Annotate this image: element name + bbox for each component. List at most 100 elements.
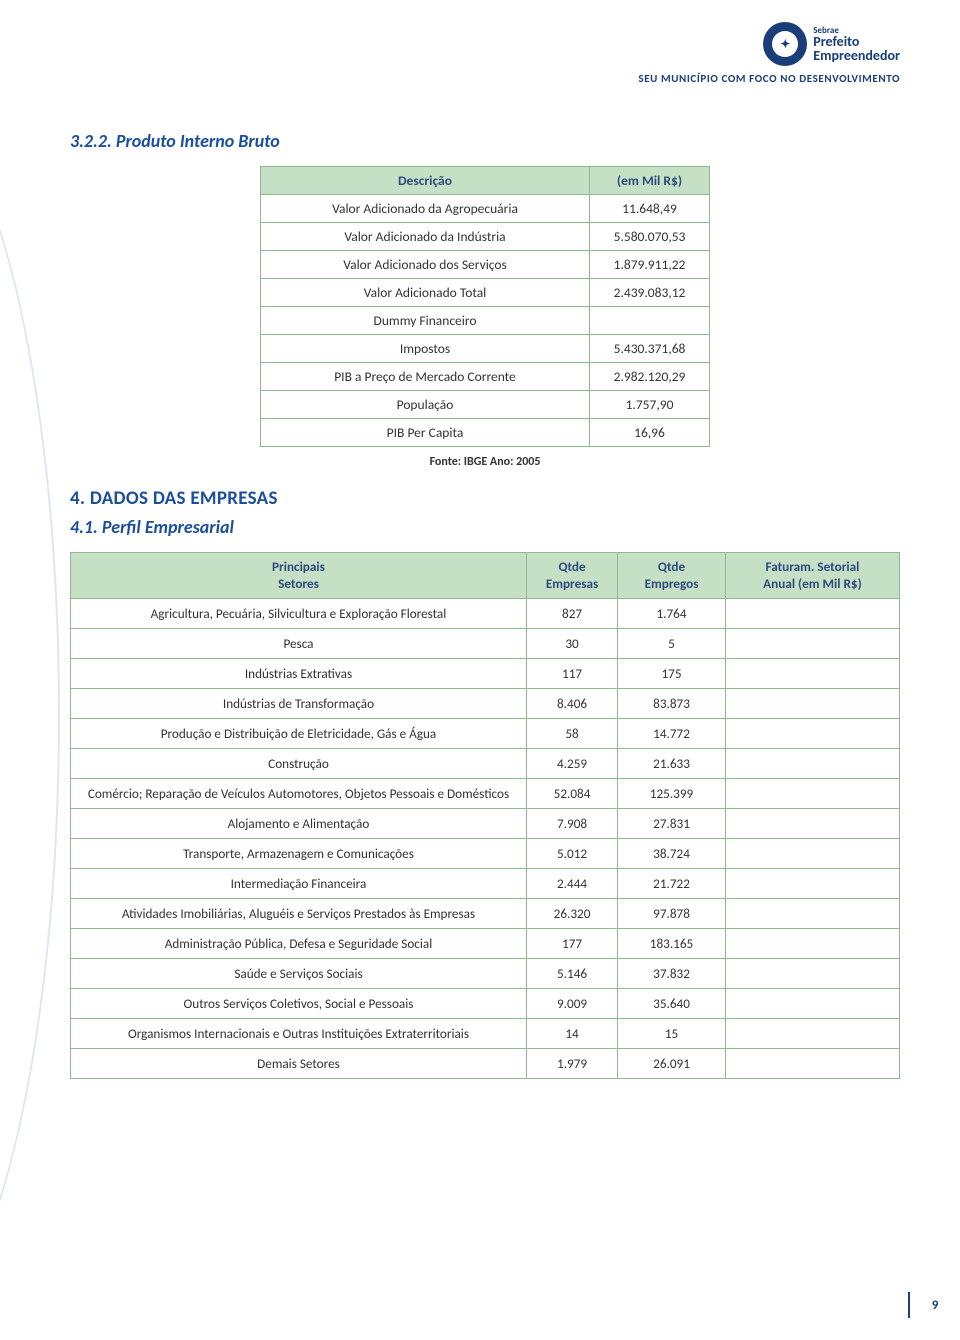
- pib-val: [590, 307, 710, 335]
- emp-qtde-empregos: 21.722: [618, 869, 726, 899]
- emp-sector: Indústrias de Transformação: [71, 689, 527, 719]
- table-row: Impostos5.430.371,68: [261, 335, 710, 363]
- pib-val: 5.430.371,68: [590, 335, 710, 363]
- emp-faturamento: [725, 869, 899, 899]
- section-heading-pib: 3.2.2. Produto Interno Bruto: [70, 130, 900, 152]
- table-row: Saúde e Serviços Sociais5.14637.832: [71, 959, 900, 989]
- emp-sector: Pesca: [71, 629, 527, 659]
- emp-faturamento: [725, 1019, 899, 1049]
- pib-col-desc: Descrição: [261, 167, 590, 195]
- emp-faturamento: [725, 779, 899, 809]
- table-row: Valor Adicionado da Indústria5.580.070,5…: [261, 223, 710, 251]
- emp-faturamento: [725, 809, 899, 839]
- emp-faturamento: [725, 629, 899, 659]
- table-row: Agricultura, Pecuária, Silvicultura e Ex…: [71, 599, 900, 629]
- emp-qtde-empresas: 26.320: [526, 899, 617, 929]
- emp-qtde-empregos: 183.165: [618, 929, 726, 959]
- table-row: PIB a Preço de Mercado Corrente2.982.120…: [261, 363, 710, 391]
- pib-desc: Valor Adicionado da Indústria: [261, 223, 590, 251]
- emp-qtde-empresas: 30: [526, 629, 617, 659]
- emp-qtde-empresas: 5.012: [526, 839, 617, 869]
- page: ✦ Sebrae Prefeito Empreendedor SEU MUNIC…: [0, 0, 960, 1340]
- emp-sector: Construção: [71, 749, 527, 779]
- emp-col-fat-l1: Faturam. Setorial: [766, 558, 860, 575]
- pib-val: 5.580.070,53: [590, 223, 710, 251]
- emp-qtde-empregos: 35.640: [618, 989, 726, 1019]
- emp-sector: Demais Setores: [71, 1049, 527, 1079]
- table-row: Outros Serviços Coletivos, Social e Pess…: [71, 989, 900, 1019]
- emp-col-qtde-job-l2: Empregos: [645, 575, 699, 592]
- emp-qtde-empregos: 14.772: [618, 719, 726, 749]
- section-subheading-perfil: 4.1. Perfil Empresarial: [70, 516, 900, 538]
- emp-col-setores-l1: Principais: [272, 558, 325, 575]
- emp-faturamento: [725, 1049, 899, 1079]
- emp-faturamento: [725, 599, 899, 629]
- table-row: PIB Per Capita16,96: [261, 419, 710, 447]
- emp-col-qtde-emp: Qtde Empresas: [526, 553, 617, 599]
- emp-qtde-empregos: 27.831: [618, 809, 726, 839]
- emp-qtde-empresas: 117: [526, 659, 617, 689]
- emp-col-setores-l2: Setores: [278, 575, 319, 592]
- emp-qtde-empregos: 97.878: [618, 899, 726, 929]
- emp-sector: Administração Pública, Defesa e Segurida…: [71, 929, 527, 959]
- table-row: Dummy Financeiro: [261, 307, 710, 335]
- emp-sector: Saúde e Serviços Sociais: [71, 959, 527, 989]
- emp-qtde-empresas: 7.908: [526, 809, 617, 839]
- emp-qtde-empresas: 8.406: [526, 689, 617, 719]
- emp-qtde-empregos: 83.873: [618, 689, 726, 719]
- table-row: Valor Adicionado dos Serviços1.879.911,2…: [261, 251, 710, 279]
- pib-desc: Impostos: [261, 335, 590, 363]
- pib-desc: PIB a Preço de Mercado Corrente: [261, 363, 590, 391]
- pib-col-val: (em Mil R$): [590, 167, 710, 195]
- emp-qtde-empresas: 5.146: [526, 959, 617, 989]
- emp-col-qtde-job-l1: Qtde: [658, 558, 685, 575]
- table-row: Indústrias Extrativas117175: [71, 659, 900, 689]
- emp-sector: Indústrias Extrativas: [71, 659, 527, 689]
- emp-faturamento: [725, 929, 899, 959]
- emp-qtde-empregos: 15: [618, 1019, 726, 1049]
- emp-qtde-empresas: 52.084: [526, 779, 617, 809]
- empresas-table: Principais Setores Qtde Empresas Qtde Em…: [70, 552, 900, 1079]
- pib-val: 11.648,49: [590, 195, 710, 223]
- emp-faturamento: [725, 989, 899, 1019]
- pib-fonte: Fonte: IBGE Ano: 2005: [70, 455, 900, 469]
- table-row: Alojamento e Alimentação7.90827.831: [71, 809, 900, 839]
- table-row: Demais Setores1.97926.091: [71, 1049, 900, 1079]
- table-row: Atividades Imobiliárias, Aluguéis e Serv…: [71, 899, 900, 929]
- table-row: Pesca305: [71, 629, 900, 659]
- emp-sector: Transporte, Armazenagem e Comunicações: [71, 839, 527, 869]
- table-row: Administração Pública, Defesa e Segurida…: [71, 929, 900, 959]
- emp-qtde-empregos: 175: [618, 659, 726, 689]
- emp-qtde-empresas: 1.979: [526, 1049, 617, 1079]
- content: 3.2.2. Produto Interno Bruto Descrição (…: [70, 0, 900, 1079]
- emp-qtde-empresas: 177: [526, 929, 617, 959]
- emp-qtde-empregos: 21.633: [618, 749, 726, 779]
- emp-col-fat-l2: Anual (em Mil R$): [763, 575, 862, 592]
- pib-desc: Valor Adicionado Total: [261, 279, 590, 307]
- pib-val: 16,96: [590, 419, 710, 447]
- table-row: População1.757,90: [261, 391, 710, 419]
- emp-qtde-empregos: 38.724: [618, 839, 726, 869]
- section-heading-empresas: 4. DADOS DAS EMPRESAS: [70, 487, 900, 510]
- table-row: Produção e Distribuição de Eletricidade,…: [71, 719, 900, 749]
- pib-val: 2.982.120,29: [590, 363, 710, 391]
- emp-tbody: Agricultura, Pecuária, Silvicultura e Ex…: [71, 599, 900, 1079]
- emp-col-fat: Faturam. Setorial Anual (em Mil R$): [725, 553, 899, 599]
- pib-desc: PIB Per Capita: [261, 419, 590, 447]
- emp-qtde-empregos: 37.832: [618, 959, 726, 989]
- emp-qtde-empregos: 1.764: [618, 599, 726, 629]
- table-row: Transporte, Armazenagem e Comunicações5.…: [71, 839, 900, 869]
- emp-faturamento: [725, 959, 899, 989]
- emp-col-qtde-emp-l2: Empresas: [546, 575, 598, 592]
- emp-qtde-empresas: 9.009: [526, 989, 617, 1019]
- page-number: 9: [908, 1292, 960, 1318]
- table-row: Organismos Internacionais e Outras Insti…: [71, 1019, 900, 1049]
- pib-val: 1.757,90: [590, 391, 710, 419]
- table-row: Construção4.25921.633: [71, 749, 900, 779]
- table-row: Intermediação Financeira2.44421.722: [71, 869, 900, 899]
- emp-faturamento: [725, 749, 899, 779]
- emp-sector: Intermediação Financeira: [71, 869, 527, 899]
- table-row: Comércio; Reparação de Veículos Automoto…: [71, 779, 900, 809]
- emp-faturamento: [725, 839, 899, 869]
- emp-qtde-empresas: 2.444: [526, 869, 617, 899]
